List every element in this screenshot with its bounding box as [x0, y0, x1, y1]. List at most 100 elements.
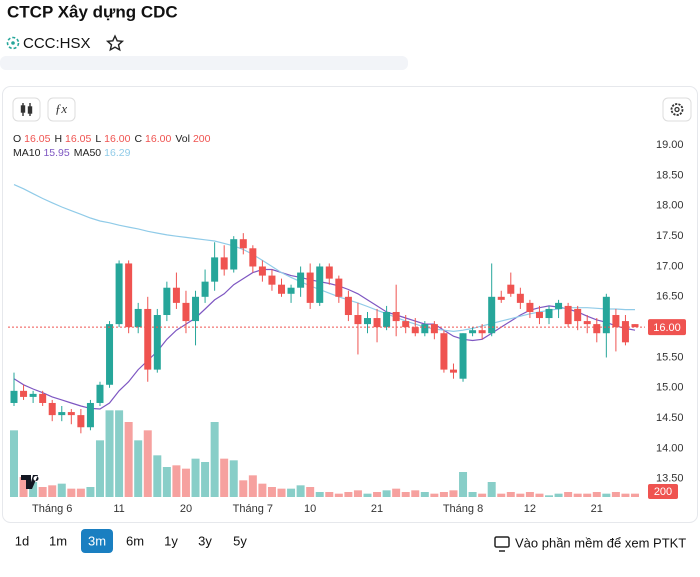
candle-body: [421, 324, 429, 334]
candle-body: [488, 296, 496, 334]
volume-bar: [181, 468, 190, 497]
tv-logo: [21, 475, 39, 489]
candle-body: [516, 293, 524, 303]
volume-bar: [143, 430, 152, 497]
cta-link[interactable]: Vào phần mềm để xem PTKT: [515, 535, 686, 550]
volume-bar: [545, 495, 554, 497]
volume-bar: [57, 483, 66, 497]
ma-line: [13, 184, 635, 333]
indicator-button[interactable]: [47, 97, 76, 122]
candle-body: [430, 324, 438, 334]
y-tick-label: 17.50: [656, 230, 684, 242]
x-tick-label: 21: [371, 503, 383, 515]
candle-body: [106, 324, 114, 385]
range-button[interactable]: 6m: [126, 533, 144, 548]
y-tick-label: 14.00: [656, 442, 684, 454]
y-tick-label: 15.00: [656, 382, 684, 394]
favorite-star[interactable]: [105, 34, 125, 52]
cta-icon: [494, 536, 510, 552]
volume-bar: [411, 490, 420, 497]
candle-body: [497, 296, 505, 300]
volume-bar: [124, 422, 133, 497]
candle-body: [115, 263, 123, 325]
ohlc-legend: O 16.05 H 16.05 L 16.00 C 16.00 Vol 200: [13, 133, 211, 145]
candle-body: [631, 324, 639, 328]
volume-bar: [248, 475, 257, 497]
range-button[interactable]: 3m: [88, 533, 106, 548]
candle-body: [220, 257, 228, 270]
volume-bar: [506, 492, 515, 497]
volume-bar: [401, 492, 410, 497]
range-button[interactable]: 3y: [198, 533, 212, 548]
candle-body: [526, 302, 534, 312]
volume-bar: [439, 492, 448, 497]
candle-body: [96, 384, 104, 403]
candle-body: [10, 390, 18, 403]
range-active-bg: [81, 529, 113, 553]
volume-bar: [306, 487, 315, 497]
volume-bar: [583, 493, 592, 497]
volume-bar: [115, 410, 124, 497]
candle-body: [602, 296, 610, 334]
fx-icon: ƒx: [55, 101, 68, 116]
candle-body: [163, 287, 171, 316]
ma-name: MA50: [74, 147, 102, 159]
volume-bar: [478, 493, 487, 497]
volume-bar: [315, 492, 324, 497]
volume-bar: [449, 490, 458, 497]
ticker-icon: [6, 36, 20, 50]
candle-body: [172, 287, 180, 303]
candle-body: [249, 248, 257, 267]
volume-bar: [67, 488, 76, 497]
settings-button[interactable]: [662, 97, 692, 122]
x-tick-label: Tháng 8: [443, 503, 483, 515]
candle-body: [230, 239, 238, 270]
candle-body: [335, 278, 343, 297]
ohlc-value: 16.00: [145, 133, 171, 145]
volume-bar: [325, 492, 334, 497]
volume-bar: [468, 492, 477, 497]
range-button[interactable]: 1d: [15, 533, 29, 548]
candle-body: [86, 402, 94, 428]
volume-bar: [611, 492, 620, 497]
candle-body: [411, 327, 419, 334]
volume-bar: [363, 493, 372, 497]
candle-type-button[interactable]: [12, 97, 41, 122]
volume-bar: [602, 493, 611, 497]
y-tick-label: 19.00: [656, 139, 684, 151]
x-tick-label: Tháng 7: [233, 503, 273, 515]
candle-body: [478, 330, 486, 334]
candle-body: [201, 281, 209, 297]
x-tick-label: 12: [524, 503, 536, 515]
volume-bar: [38, 487, 47, 497]
volume-bar: [153, 455, 162, 497]
candle-body: [77, 415, 85, 428]
volume-bar: [105, 410, 114, 497]
volume-bar: [201, 462, 210, 497]
candle-body: [583, 321, 591, 325]
ticker: CCC:HSX: [23, 35, 91, 52]
range-button[interactable]: 5y: [233, 533, 247, 548]
last-price-label: 16.00: [653, 322, 681, 334]
ohlc-key: L: [95, 133, 101, 145]
x-tick-label: 10: [304, 503, 316, 515]
volume-bar: [296, 485, 305, 497]
candle-body: [392, 311, 400, 322]
ohlc-value: 200: [193, 133, 211, 145]
volume-bar: [239, 480, 248, 497]
candle-body: [153, 315, 161, 370]
volume-bar: [95, 440, 104, 497]
x-tick-label: 11: [113, 503, 124, 515]
range-button[interactable]: 1y: [164, 533, 178, 548]
candle-icon: [20, 103, 33, 116]
ma-name: MA10: [13, 147, 41, 159]
x-tick-label: 20: [180, 503, 192, 515]
candle-body: [58, 412, 66, 416]
candle-body: [306, 272, 314, 303]
candle-body: [144, 308, 152, 370]
volume-bar: [373, 492, 382, 497]
range-button[interactable]: 1m: [49, 533, 67, 548]
candle-body: [469, 330, 477, 334]
candle-body: [192, 296, 200, 322]
candle-body: [39, 393, 47, 403]
